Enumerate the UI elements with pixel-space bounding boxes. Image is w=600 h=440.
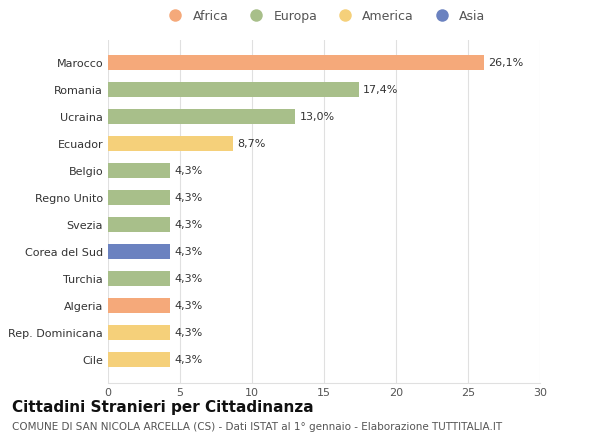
Text: 4,3%: 4,3%: [174, 247, 202, 257]
Bar: [108, 244, 170, 259]
Text: 26,1%: 26,1%: [488, 58, 523, 68]
Text: 4,3%: 4,3%: [174, 193, 202, 203]
Text: 13,0%: 13,0%: [299, 112, 335, 121]
Bar: [108, 352, 170, 367]
Bar: [108, 217, 170, 232]
Bar: [108, 190, 170, 205]
Text: COMUNE DI SAN NICOLA ARCELLA (CS) - Dati ISTAT al 1° gennaio - Elaborazione TUTT: COMUNE DI SAN NICOLA ARCELLA (CS) - Dati…: [12, 422, 502, 433]
Text: Cittadini Stranieri per Cittadinanza: Cittadini Stranieri per Cittadinanza: [12, 400, 314, 415]
Text: 4,3%: 4,3%: [174, 274, 202, 284]
Text: 4,3%: 4,3%: [174, 166, 202, 176]
Bar: [108, 163, 170, 178]
Text: 17,4%: 17,4%: [363, 84, 398, 95]
Bar: [108, 55, 484, 70]
Text: 8,7%: 8,7%: [238, 139, 266, 149]
Bar: [108, 136, 233, 151]
Bar: [108, 298, 170, 313]
Bar: [108, 325, 170, 340]
Text: 4,3%: 4,3%: [174, 220, 202, 230]
Text: 4,3%: 4,3%: [174, 355, 202, 365]
Bar: [108, 109, 295, 124]
Text: 4,3%: 4,3%: [174, 328, 202, 338]
Bar: [108, 271, 170, 286]
Legend: Africa, Europa, America, Asia: Africa, Europa, America, Asia: [158, 5, 490, 28]
Bar: [108, 82, 359, 97]
Text: 4,3%: 4,3%: [174, 301, 202, 311]
